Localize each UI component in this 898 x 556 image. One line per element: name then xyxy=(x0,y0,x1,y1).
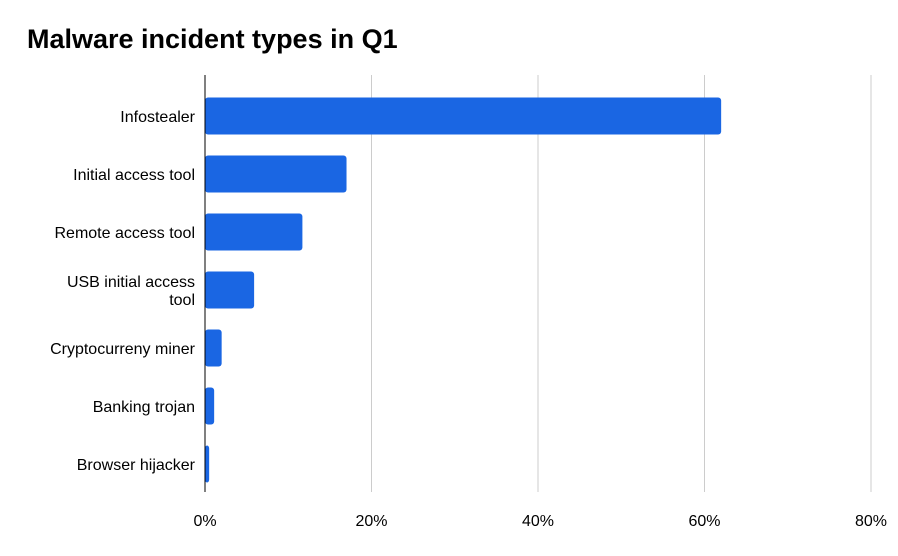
grid-lines xyxy=(371,75,872,492)
bars xyxy=(205,97,722,483)
category-label: Initial access tool xyxy=(73,167,195,184)
bar xyxy=(205,329,222,367)
category-label: Cryptocurreny miner xyxy=(50,341,196,358)
category-labels: Infostealer Initial access tool Remote acc… xyxy=(50,109,196,474)
x-tick-label: 40% xyxy=(522,513,554,530)
category-label: Browser hijacker xyxy=(77,457,196,474)
category-label: Banking trojan xyxy=(93,399,195,416)
category-label: Remote access tool xyxy=(54,225,195,242)
x-tick-label: 80% xyxy=(855,513,887,530)
x-tick-label: 60% xyxy=(688,513,720,530)
bar xyxy=(205,97,722,135)
bar xyxy=(205,445,210,483)
category-label: USB initial access tool xyxy=(67,274,195,309)
x-tick-label: 20% xyxy=(355,513,387,530)
bar xyxy=(205,387,215,425)
x-tick-label: 0% xyxy=(193,513,216,530)
bar xyxy=(205,271,255,309)
bar xyxy=(205,213,303,251)
chart-title: Malware incident types in Q1 xyxy=(27,24,398,54)
x-tick-labels: 0% 20% 40% 60% 80% xyxy=(193,513,887,530)
category-label: Infostealer xyxy=(120,109,195,126)
bar xyxy=(205,155,347,193)
